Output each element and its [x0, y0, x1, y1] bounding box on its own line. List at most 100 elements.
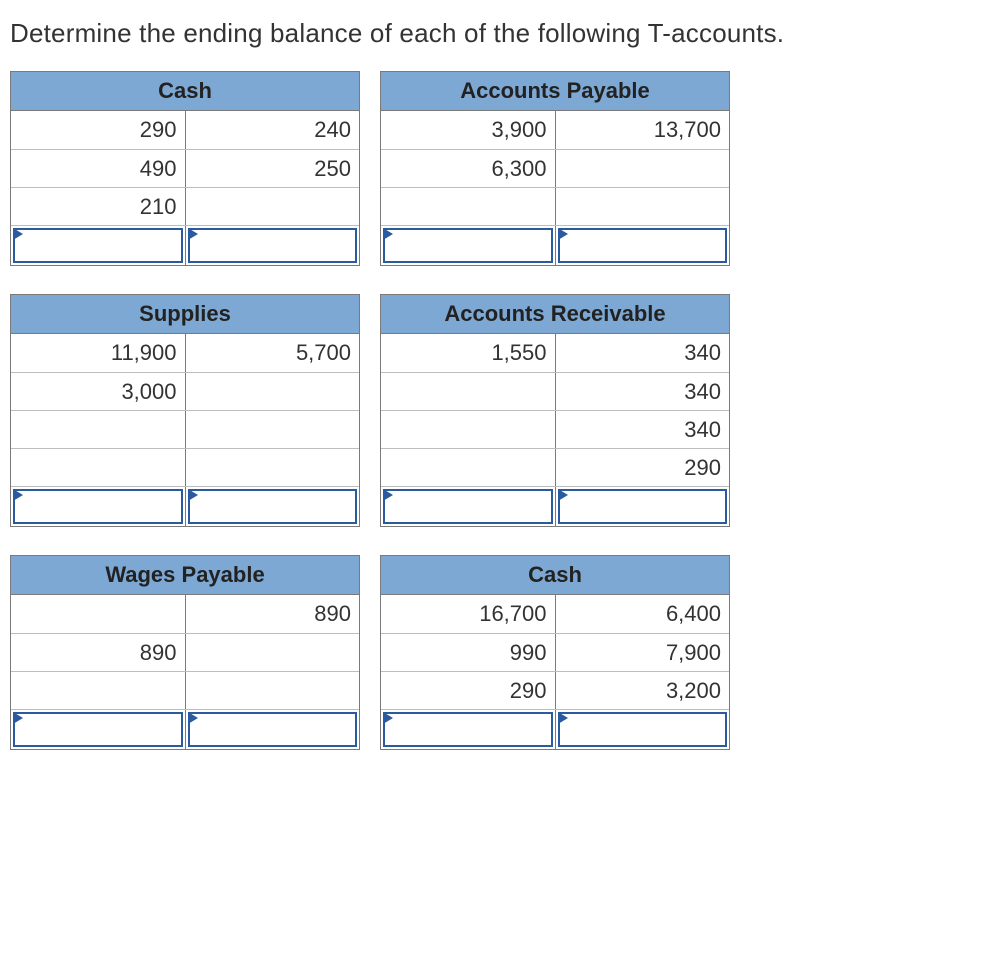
credit-cell [556, 188, 730, 225]
debit-cell: 890 [11, 634, 186, 671]
t-account-cash1: Cash290240490250210 [10, 71, 360, 266]
question-prompt: Determine the ending balance of each of … [10, 18, 980, 49]
debit-cell: 1,550 [381, 334, 556, 372]
t-account-row [11, 671, 359, 709]
t-account-ar: Accounts Receivable1,550340340340290 [380, 294, 730, 527]
t-accounts-grid: Cash290240490250210 Supplies11,9005,7003… [10, 71, 730, 778]
credit-answer-input[interactable] [558, 228, 728, 263]
credit-cell [186, 411, 360, 448]
debit-cell: 490 [11, 150, 186, 187]
debit-answer-cell [11, 710, 186, 749]
t-account-ap: Accounts Payable3,90013,7006,300 [380, 71, 730, 266]
debit-cell: 210 [11, 188, 186, 225]
debit-answer-cell [11, 226, 186, 265]
t-account-row: 9907,900 [381, 633, 729, 671]
debit-cell: 16,700 [381, 595, 556, 633]
debit-answer-input[interactable] [13, 489, 183, 524]
debit-cell: 990 [381, 634, 556, 671]
t-account-row: 290 [381, 448, 729, 486]
t-account-title: Accounts Payable [381, 72, 729, 111]
credit-cell [556, 150, 730, 187]
credit-cell [186, 449, 360, 486]
credit-cell: 890 [186, 595, 360, 633]
t-account-title: Accounts Receivable [381, 295, 729, 334]
debit-cell: 3,000 [11, 373, 186, 410]
credit-answer-cell [556, 710, 730, 749]
debit-cell [11, 411, 186, 448]
t-account-wages: Wages Payable890890 [10, 555, 360, 750]
t-account-row: 340 [381, 410, 729, 448]
t-account-row: 2903,200 [381, 671, 729, 709]
t-account-title: Supplies [11, 295, 359, 334]
answer-row [11, 225, 359, 265]
credit-answer-cell [186, 710, 360, 749]
credit-answer-cell [186, 487, 360, 526]
credit-answer-input[interactable] [558, 489, 728, 524]
answer-row [381, 709, 729, 749]
credit-cell [186, 188, 360, 225]
t-account-title: Cash [381, 556, 729, 595]
debit-answer-input[interactable] [383, 712, 553, 747]
debit-cell [11, 449, 186, 486]
answer-row [11, 709, 359, 749]
t-account-row: 3,90013,700 [381, 111, 729, 149]
credit-answer-cell [556, 487, 730, 526]
debit-cell [381, 411, 556, 448]
t-account-title: Wages Payable [11, 556, 359, 595]
credit-answer-input[interactable] [188, 489, 358, 524]
credit-cell: 3,200 [556, 672, 730, 709]
debit-answer-input[interactable] [383, 228, 553, 263]
debit-answer-cell [381, 710, 556, 749]
t-account-row [11, 410, 359, 448]
credit-cell: 340 [556, 334, 730, 372]
debit-cell [381, 373, 556, 410]
credit-answer-input[interactable] [558, 712, 728, 747]
debit-cell [11, 672, 186, 709]
credit-cell: 340 [556, 411, 730, 448]
t-account-row: 3,000 [11, 372, 359, 410]
debit-cell [11, 595, 186, 633]
t-account-cash2: Cash16,7006,4009907,9002903,200 [380, 555, 730, 750]
debit-cell: 6,300 [381, 150, 556, 187]
credit-answer-cell [556, 226, 730, 265]
t-account-row: 290240 [11, 111, 359, 149]
t-account-row: 6,300 [381, 149, 729, 187]
debit-cell: 11,900 [11, 334, 186, 372]
debit-cell: 290 [11, 111, 186, 149]
debit-answer-cell [11, 487, 186, 526]
credit-cell [186, 672, 360, 709]
debit-cell [381, 449, 556, 486]
debit-cell [381, 188, 556, 225]
credit-cell [186, 634, 360, 671]
credit-cell: 340 [556, 373, 730, 410]
t-account-row: 340 [381, 372, 729, 410]
debit-answer-input[interactable] [13, 228, 183, 263]
t-account-title: Cash [11, 72, 359, 111]
debit-cell: 3,900 [381, 111, 556, 149]
credit-answer-cell [186, 226, 360, 265]
t-account-row: 11,9005,700 [11, 334, 359, 372]
credit-cell: 13,700 [556, 111, 730, 149]
answer-row [381, 486, 729, 526]
credit-answer-input[interactable] [188, 712, 358, 747]
debit-answer-cell [381, 487, 556, 526]
credit-cell [186, 373, 360, 410]
t-account-row: 16,7006,400 [381, 595, 729, 633]
t-account-row: 890 [11, 595, 359, 633]
credit-cell: 290 [556, 449, 730, 486]
t-account-row [11, 448, 359, 486]
debit-answer-input[interactable] [13, 712, 183, 747]
answer-row [381, 225, 729, 265]
t-account-row: 210 [11, 187, 359, 225]
credit-cell: 7,900 [556, 634, 730, 671]
credit-cell: 250 [186, 150, 360, 187]
credit-cell: 240 [186, 111, 360, 149]
credit-answer-input[interactable] [188, 228, 358, 263]
debit-answer-cell [381, 226, 556, 265]
t-account-row [381, 187, 729, 225]
t-account-row: 1,550340 [381, 334, 729, 372]
t-account-row: 490250 [11, 149, 359, 187]
answer-row [11, 486, 359, 526]
debit-answer-input[interactable] [383, 489, 553, 524]
t-account-supplies: Supplies11,9005,7003,000 [10, 294, 360, 527]
